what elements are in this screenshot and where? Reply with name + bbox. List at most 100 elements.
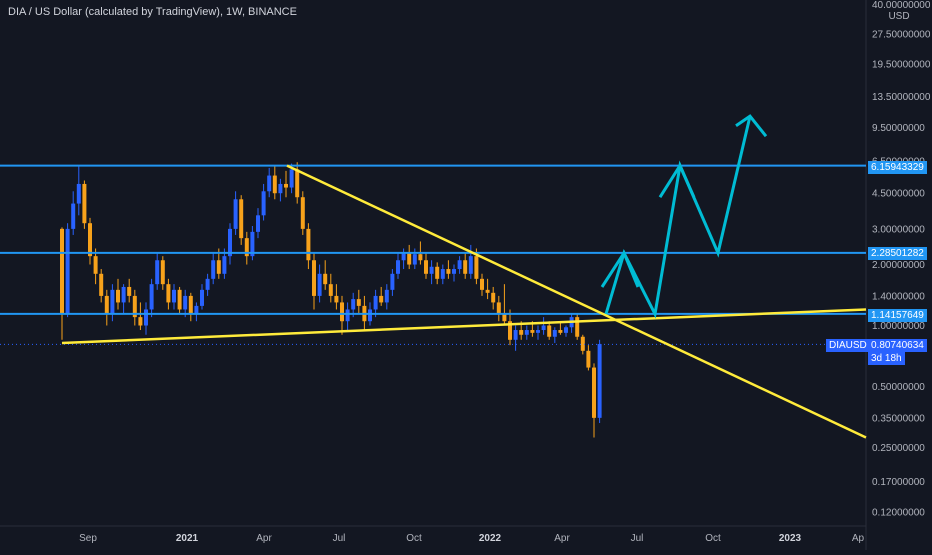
price-tick-label: 13.50000000: [872, 92, 931, 103]
candle-body: [300, 197, 305, 229]
candle-body: [312, 260, 316, 296]
candle-body: [356, 299, 361, 306]
candle-body: [440, 269, 445, 279]
candle-body: [116, 289, 120, 303]
time-tick-label: 2021: [176, 533, 199, 544]
candle-body: [373, 295, 378, 310]
price-tick-label: 19.50000000: [872, 60, 931, 71]
candle-body: [200, 289, 204, 306]
candle-body: [558, 330, 563, 333]
price-tick-label: 1.00000000: [872, 321, 925, 332]
candle-body: [536, 330, 540, 333]
candle-body: [278, 183, 283, 194]
candle-body: [435, 266, 440, 279]
candle-body: [82, 183, 87, 224]
horizontal-levels: [0, 164, 866, 345]
candle-body: [323, 273, 328, 285]
candle-body: [384, 289, 389, 303]
candle-body: [575, 317, 580, 337]
time-tick-label: Apr: [256, 533, 272, 544]
time-axis[interactable]: Sep 2021 Apr Jul Oct 2022 Apr Jul Oct 2023 Ap: [79, 533, 864, 544]
candle-body: [586, 350, 591, 368]
candle-body: [155, 260, 160, 285]
candle-body: [127, 286, 132, 296]
projection-path[interactable]: [604, 115, 752, 319]
time-tick-label: Ap: [852, 533, 865, 544]
candle-body: [177, 289, 182, 310]
candle-body: [496, 302, 501, 314]
candle-body: [121, 286, 126, 303]
candle-body: [88, 223, 92, 257]
candle-body: [407, 252, 412, 265]
candle-body: [328, 284, 333, 296]
time-tick-label: Oct: [705, 533, 721, 544]
candle-body: [160, 260, 165, 285]
candle-body: [138, 317, 143, 326]
time-tick-label: 2022: [479, 533, 502, 544]
price-tick-label: 0.17000000: [872, 477, 925, 488]
price-tick-label: 2.00000000: [872, 260, 925, 271]
candle-body: [166, 284, 171, 303]
candle-body: [379, 295, 384, 303]
price-tick-label: 0.35000000: [872, 413, 925, 424]
candle-body: [480, 278, 484, 290]
trendline-descending[interactable]: [286, 164, 867, 439]
time-tick-label: Apr: [554, 533, 570, 544]
candle-body: [452, 269, 456, 274]
candle-body: [597, 344, 602, 418]
candle-body: [205, 278, 210, 290]
candle-body: [228, 228, 232, 257]
candle-body: [429, 266, 434, 274]
candle-body: [60, 228, 64, 314]
candle-body: [172, 289, 176, 303]
price-tick-label: 0.25000000: [872, 443, 925, 454]
candle-body: [317, 273, 322, 296]
candle-body: [110, 289, 115, 314]
candle-body: [194, 305, 199, 314]
projection-arrowhead: [600, 249, 640, 288]
candle-body: [183, 295, 188, 310]
price-tick-label: 9.50000000: [872, 123, 925, 134]
time-tick-label: Sep: [79, 533, 97, 544]
candle-body: [424, 260, 428, 274]
candle-body: [513, 330, 518, 340]
price-tick-label: 1.40000000: [872, 291, 925, 302]
candle-body: [401, 252, 406, 261]
candle-body: [351, 299, 356, 310]
candle-body: [250, 231, 255, 257]
candle-body: [222, 256, 227, 274]
candle-body: [65, 228, 70, 314]
trendlines: [61, 164, 867, 439]
candle-body: [188, 295, 193, 314]
candle-body: [368, 309, 372, 322]
candle-body: [93, 256, 98, 274]
candle-body: [306, 228, 311, 261]
last-price-tag: 0.80740634: [868, 339, 927, 352]
candle-body: [256, 215, 260, 232]
candle-body: [239, 199, 244, 239]
price-tag-level-1: 6.15943329: [868, 161, 927, 174]
candle-body: [390, 273, 395, 290]
candlestick-series: [60, 162, 602, 438]
candle-body: [541, 325, 546, 331]
candle-body: [211, 260, 216, 279]
candle-body: [396, 260, 400, 274]
candle-body: [272, 175, 277, 194]
time-tick-label: Jul: [631, 533, 644, 544]
candle-body: [244, 238, 249, 257]
price-tick-label: 27.50000000: [872, 30, 931, 41]
symbol-tag: DIAUSD: [826, 339, 870, 352]
candle-body: [485, 289, 490, 293]
candle-body: [457, 260, 462, 270]
candle-body: [99, 273, 104, 296]
price-tick-label: 0.50000000: [872, 382, 925, 393]
candle-body: [564, 327, 568, 333]
trendline-ascending[interactable]: [61, 308, 867, 345]
candle-body: [468, 256, 473, 274]
candle-body: [592, 367, 596, 418]
candle-body: [233, 199, 238, 229]
candle-body: [267, 175, 272, 192]
candle-body: [284, 183, 288, 188]
